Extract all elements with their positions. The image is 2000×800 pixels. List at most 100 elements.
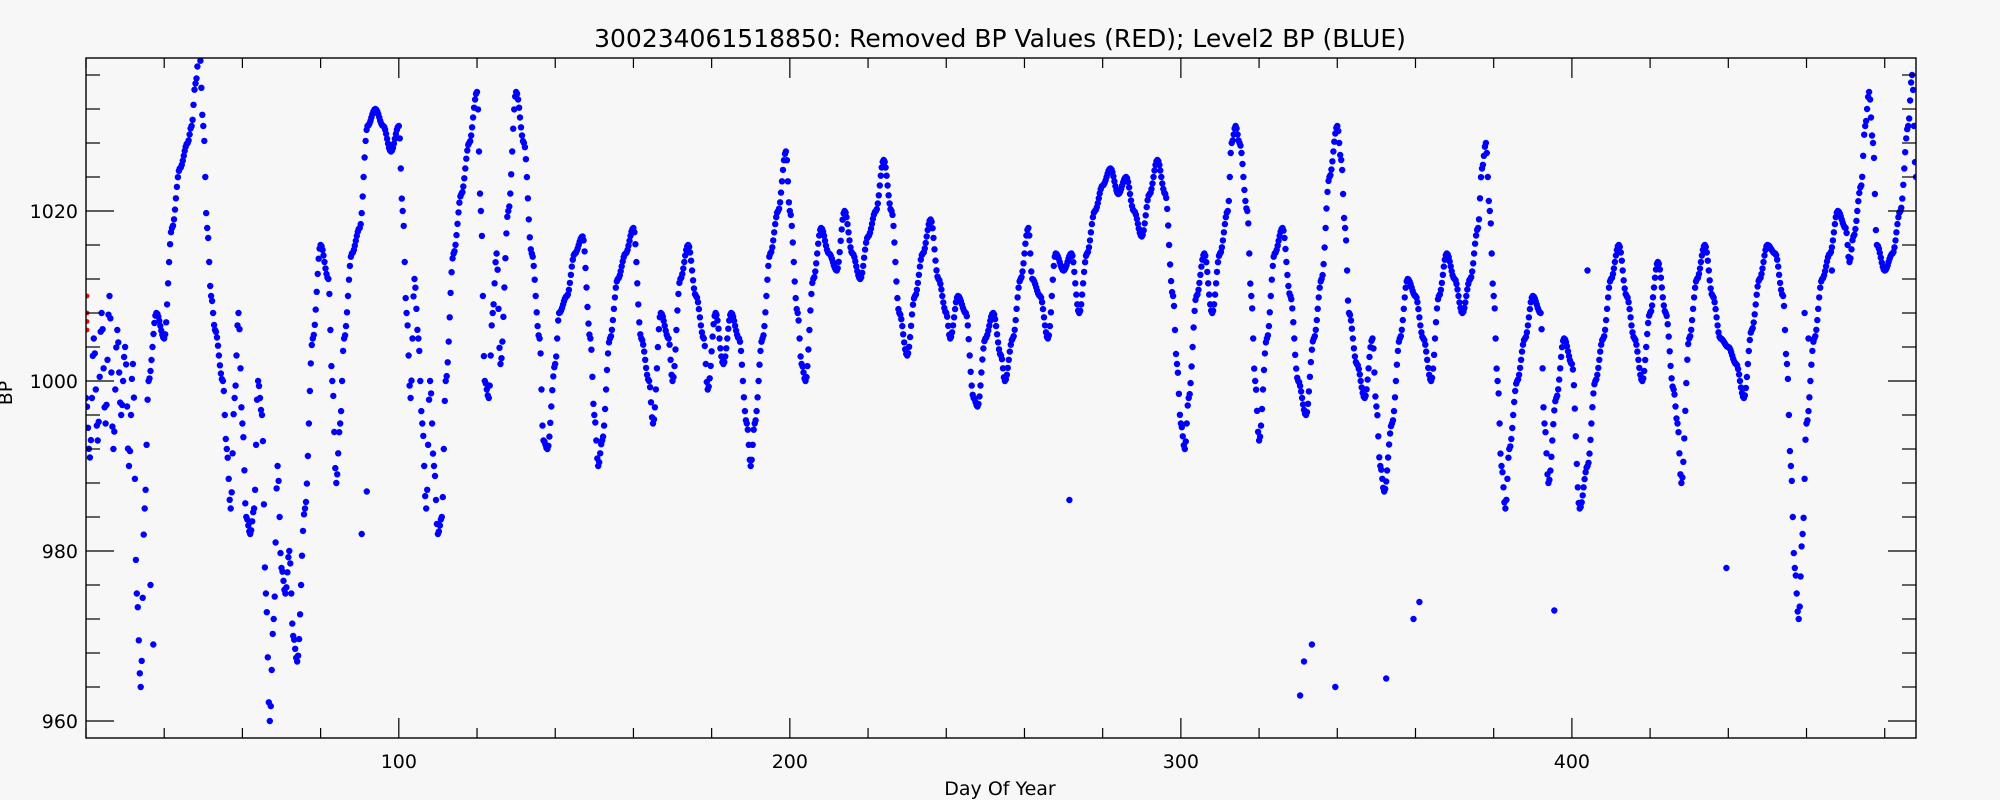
blue-bp-point <box>272 539 279 546</box>
blue-bp-point <box>88 394 96 402</box>
blue-bp-point <box>1229 137 1236 144</box>
blue-bp-point <box>164 280 172 287</box>
blue-bp-point <box>1848 246 1855 253</box>
blue-bp-point <box>287 560 294 567</box>
blue-bp-point <box>1363 386 1370 393</box>
blue-bp-point <box>1688 316 1696 324</box>
blue-bp-point <box>163 319 170 326</box>
blue-bp-point <box>1524 322 1532 329</box>
blue-bp-point <box>1855 198 1862 205</box>
blue-bp-point <box>907 322 915 329</box>
blue-bp-point <box>130 394 138 401</box>
blue-bp-point <box>224 454 231 461</box>
blue-bp-point <box>787 211 794 219</box>
blue-bp-point <box>650 416 658 423</box>
blue-bp-point <box>1332 683 1339 691</box>
blue-bp-point <box>406 382 413 389</box>
blue-bp-point <box>1554 392 1561 399</box>
blue-bp-point <box>873 205 880 213</box>
blue-bp-point <box>238 404 245 411</box>
blue-bp-point <box>985 327 992 334</box>
blue-bp-point <box>1204 268 1211 276</box>
blue-bp-point <box>675 290 682 298</box>
blue-bp-point <box>1171 326 1179 334</box>
blue-bp-point <box>1181 445 1189 453</box>
blue-bp-point <box>225 475 232 482</box>
blue-bp-point <box>1847 255 1854 262</box>
blue-bp-point <box>1564 348 1572 355</box>
blue-bp-point <box>94 437 101 444</box>
blue-bp-point <box>121 343 129 351</box>
blue-bp-point <box>443 372 450 380</box>
blue-bp-point <box>312 306 319 313</box>
blue-bp-point <box>1071 268 1078 276</box>
blue-bp-point <box>416 347 423 355</box>
blue-bp-point <box>249 518 256 525</box>
blue-bp-point <box>1604 294 1612 301</box>
blue-bp-point <box>244 516 251 523</box>
blue-bp-point <box>654 343 662 351</box>
blue-bp-point <box>127 411 135 419</box>
blue-bp-point <box>1070 259 1077 266</box>
blue-bp-point <box>523 173 531 181</box>
blue-bp-point <box>1433 305 1441 312</box>
blue-bp-point <box>706 375 713 382</box>
blue-bp-point <box>1792 572 1800 579</box>
blue-bp-point <box>113 344 120 351</box>
blue-bp-point <box>966 352 973 359</box>
blue-bp-point <box>1590 390 1597 397</box>
blue-bp-point <box>1744 360 1752 368</box>
blue-bp-point <box>583 284 590 291</box>
blue-bp-point <box>431 472 439 480</box>
blue-bp-point <box>686 243 693 251</box>
blue-bp-point <box>1289 305 1296 312</box>
blue-bp-point <box>779 166 787 174</box>
blue-bp-point <box>1828 267 1836 274</box>
blue-bp-point <box>1809 347 1816 355</box>
blue-bp-point <box>1666 348 1673 355</box>
blue-bp-point <box>1800 514 1807 521</box>
blue-bp-point <box>522 156 530 163</box>
blue-bp-point <box>1479 161 1487 168</box>
blue-bp-point <box>747 462 754 470</box>
blue-bp-point <box>179 157 186 164</box>
blue-bp-point <box>150 641 157 648</box>
blue-bp-point <box>493 250 500 257</box>
blue-bp-point <box>1308 346 1316 353</box>
blue-bp-point <box>1655 260 1663 268</box>
blue-bp-point <box>687 257 695 264</box>
blue-bp-point <box>267 702 274 710</box>
blue-bp-point <box>1485 197 1493 205</box>
blue-bp-point <box>1022 240 1029 247</box>
blue-bp-point <box>336 429 343 436</box>
blue-bp-point <box>1198 263 1205 270</box>
blue-bp-point <box>1595 364 1602 372</box>
blue-bp-point <box>963 313 970 320</box>
blue-bp-point <box>1704 257 1712 264</box>
blue-bp-point <box>395 122 402 130</box>
blue-bp-point <box>148 356 155 364</box>
blue-bp-point <box>1688 326 1695 333</box>
blue-bp-point <box>1470 250 1478 257</box>
blue-bp-point <box>1476 195 1484 202</box>
blue-bp-point <box>604 350 612 357</box>
blue-bp-point <box>681 258 688 266</box>
blue-bp-point <box>201 137 208 145</box>
blue-bp-point <box>700 335 707 342</box>
blue-bp-point <box>1312 326 1320 333</box>
blue-bp-point <box>286 547 293 555</box>
blue-bp-point <box>479 292 487 300</box>
blue-bp-point <box>456 199 463 206</box>
blue-bp-point <box>1176 411 1184 418</box>
blue-bp-point <box>1705 267 1713 274</box>
blue-bp-point <box>142 486 149 493</box>
blue-bp-point <box>1784 375 1792 383</box>
blue-bp-point <box>245 522 252 529</box>
blue-bp-point <box>1542 429 1549 436</box>
blue-bp-point <box>1338 156 1345 164</box>
blue-bp-point <box>1069 252 1076 259</box>
blue-bp-point <box>1095 195 1103 202</box>
blue-bp-point <box>295 635 303 643</box>
blue-bp-point <box>994 339 1002 346</box>
blue-bp-point <box>1902 149 1909 156</box>
